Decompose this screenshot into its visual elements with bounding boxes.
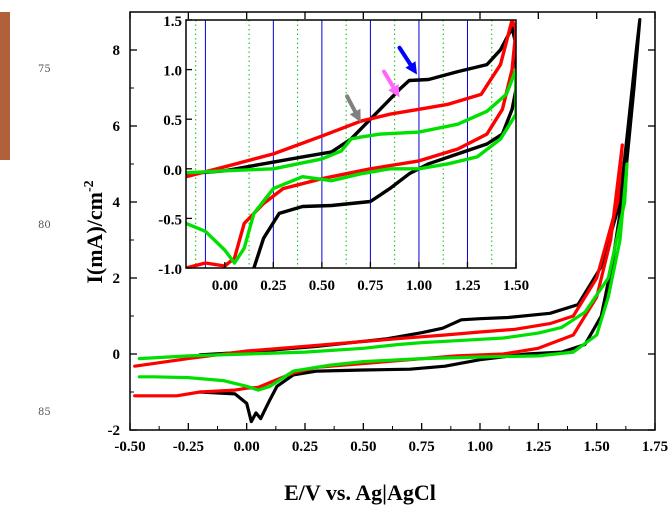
y-tick-label: -2: [108, 423, 121, 439]
annotation-arrow-head: [405, 61, 417, 75]
x-tick-label: -0.25: [173, 439, 204, 455]
inset-y-tick-label: -0.5: [158, 212, 182, 228]
y-tick-label: 2: [113, 271, 121, 287]
margin-line-number: 75: [38, 64, 51, 75]
y-tick-label: 8: [113, 43, 121, 59]
inset-y-tick-label: 0.5: [163, 113, 182, 129]
inset-x-tick-label: 0.50: [309, 278, 335, 294]
x-tick-label: -0.50: [114, 439, 145, 455]
x-tick-label: 1.00: [467, 439, 493, 455]
inset-y-tick-label: 0.0: [163, 163, 182, 179]
inset-frame: [185, 19, 517, 269]
page-edge-bar: [0, 12, 10, 160]
inset-x-tick-label: 1.50: [503, 278, 529, 294]
annotation-arrow-shaft: [397, 45, 413, 67]
inset-y-tick-label: 1.0: [163, 64, 182, 80]
inset-x-tick-label: 0.25: [260, 278, 286, 294]
inset-plot: 0.00 0.25 0.50 0.75 1.00 1.25 1.50 -1.0 -0.5 0.0 0…: [158, 14, 529, 294]
x-tick-label: 0.50: [350, 439, 376, 455]
x-tick-label: 0.75: [409, 439, 435, 455]
inset-series-0: [186, 26, 516, 268]
x-tick-label: 1.75: [642, 439, 668, 455]
y-axis-title-sup: -2: [82, 180, 97, 192]
inset-x-tick-label: 1.00: [406, 278, 432, 294]
margin-line-number: 85: [38, 407, 51, 418]
annotation-arrow-head: [349, 108, 361, 123]
x-axis-title: E/V vs. Ag|AgCl: [284, 480, 436, 505]
annotation-arrow-shaft: [382, 69, 396, 90]
inset-y-tick-label: 1.5: [163, 14, 182, 30]
inset-series-group: [186, 20, 516, 268]
y-tick-label: 0: [113, 347, 121, 363]
main-series-2: [137, 162, 629, 392]
inset-series-2: [186, 67, 516, 265]
inset-x-tick-label: 1.25: [454, 278, 480, 294]
y-tick-label: 6: [113, 119, 121, 135]
x-tick-label: 1.25: [525, 439, 551, 455]
inset-y-tick-label: -1.0: [158, 262, 182, 278]
y-tick-label: 4: [113, 195, 121, 211]
margin-line-number: 80: [38, 220, 51, 231]
x-tick-label: 0.25: [292, 439, 318, 455]
inset-background: [186, 20, 516, 268]
y-axis-title-main: I(mA)/cm: [82, 192, 107, 284]
inset-x-tick-label: 0.00: [212, 278, 238, 294]
y-axis-title: I(mA)/cm-2: [82, 180, 107, 283]
main-plot: -0.50 -0.25 0.00 0.25 0.50 0.75 1.00 1.25 1.50 1.…: [108, 11, 668, 455]
x-tick-label: 1.50: [584, 439, 610, 455]
annotation-arrow-shaft: [345, 94, 358, 114]
x-tick-label: 0.00: [234, 439, 260, 455]
inset-x-tick-label: 0.75: [357, 278, 383, 294]
annotation-arrow-head: [388, 84, 400, 98]
